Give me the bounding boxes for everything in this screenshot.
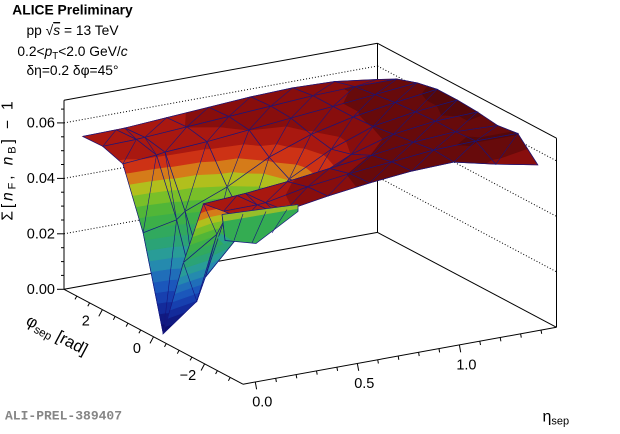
svg-text:0.06: 0.06 [27, 116, 55, 132]
svg-text:pp √s = 13 TeV: pp √s = 13 TeV [26, 23, 119, 38]
svg-text:0.00: 0.00 [27, 282, 55, 298]
svg-text:2: 2 [82, 314, 90, 330]
svg-text:δη=0.2 δφ=45°: δη=0.2 δφ=45° [27, 63, 119, 78]
svg-text:0.2<pT<2.0 GeV/c: 0.2<pT<2.0 GeV/c [17, 44, 127, 62]
svg-text:0.0: 0.0 [252, 395, 272, 411]
svg-text:Σ[nF, nB] − 1: Σ[nF, nB] − 1 [0, 98, 18, 220]
svg-text:1.0: 1.0 [456, 357, 476, 373]
svg-text:ALI-PREL-389407: ALI-PREL-389407 [5, 409, 122, 424]
svg-text:0.02: 0.02 [27, 227, 55, 243]
svg-text:−2: −2 [180, 368, 197, 384]
svg-text:ALICE Preliminary: ALICE Preliminary [12, 3, 133, 18]
svg-text:0.5: 0.5 [354, 376, 374, 392]
svg-text:0.04: 0.04 [27, 171, 55, 187]
svg-text:0: 0 [133, 341, 141, 357]
